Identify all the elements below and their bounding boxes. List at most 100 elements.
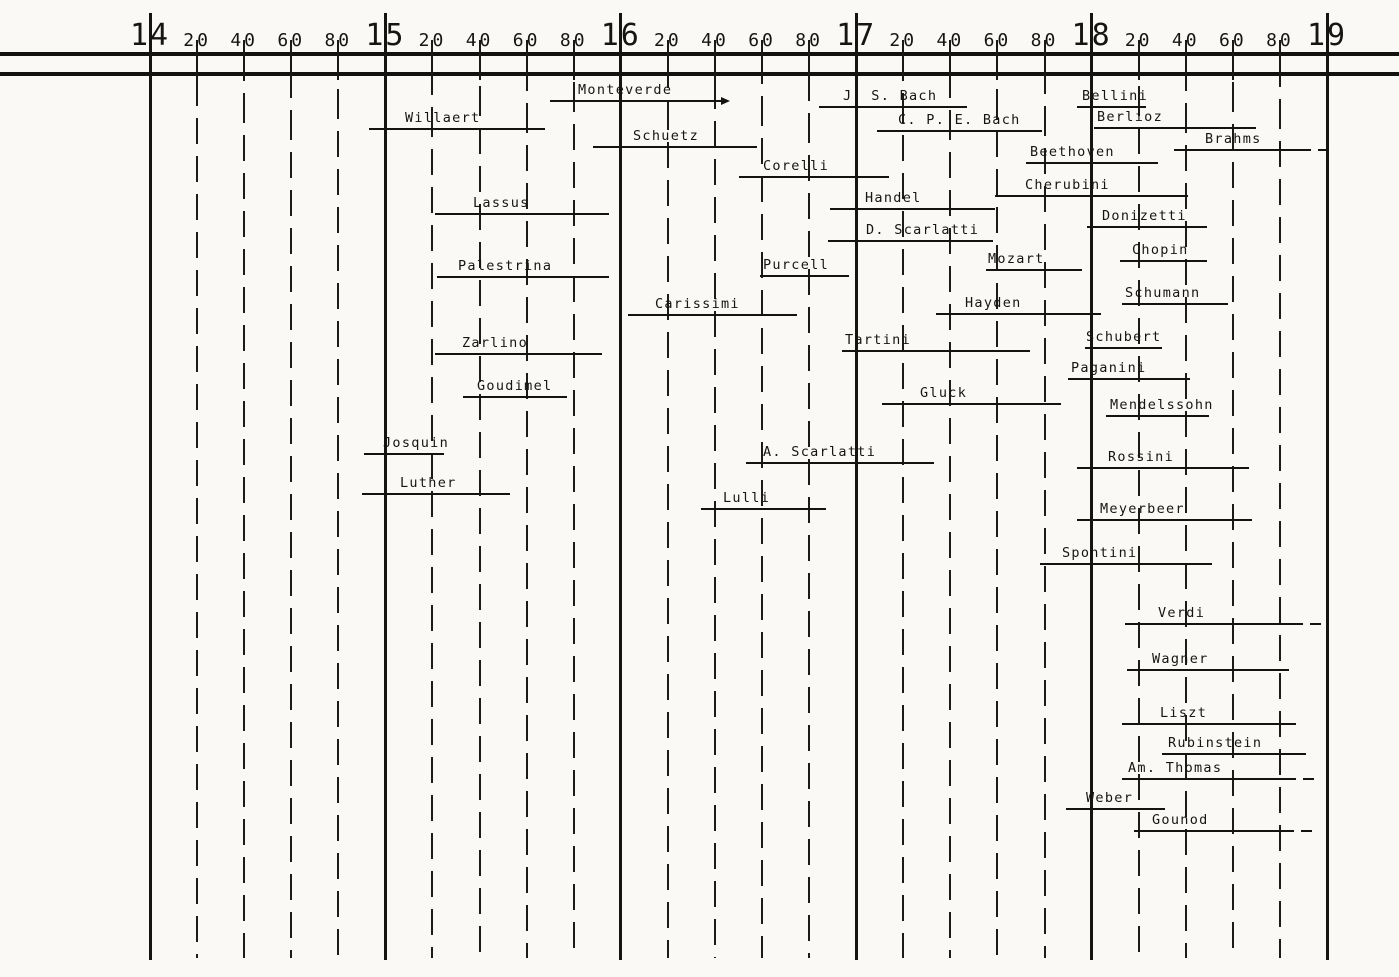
lifeline-label-willaert: Willaert bbox=[405, 110, 481, 126]
lifeline-schubert bbox=[1084, 347, 1163, 349]
lifeline-josquin bbox=[364, 453, 445, 455]
lifeline-schumann bbox=[1122, 303, 1229, 305]
lifeline-label-berlioz: Berlioz bbox=[1097, 109, 1163, 125]
lifeline-c-p-e-bach bbox=[877, 130, 1043, 132]
lifeline-label-carissimi: Carissimi bbox=[655, 296, 740, 312]
lifeline-label-mendelssohn: Mendelssohn bbox=[1110, 397, 1214, 413]
lifeline-berlioz bbox=[1093, 127, 1257, 129]
gridtick-1680 bbox=[808, 40, 811, 80]
lifeline-label-rossini: Rossini bbox=[1108, 449, 1174, 465]
gridline-dashed-1760 bbox=[996, 80, 999, 958]
lifeline-label-bellini: Bellini bbox=[1082, 88, 1148, 104]
lifeline-label-tartini: Tartini bbox=[845, 332, 911, 348]
lifeline-label-chopin: Chopin bbox=[1132, 242, 1189, 258]
axis-label-1740: 40 bbox=[937, 31, 965, 51]
gridtick-1420 bbox=[196, 40, 199, 80]
gridline-century-1600 bbox=[619, 13, 623, 960]
lifeline-goudimel bbox=[463, 396, 567, 398]
gridline-century-1400 bbox=[148, 13, 152, 960]
lifeline-label-palestrina: Palestrina bbox=[458, 258, 553, 274]
lifeline-label-d-scarlatti: D. Scarlatti bbox=[866, 222, 980, 238]
lifeline-rubinstein bbox=[1162, 753, 1306, 755]
lifeline-label-gluck: Gluck bbox=[920, 385, 968, 401]
lifeline-label-beethoven: Beethoven bbox=[1030, 144, 1115, 160]
lifeline-label-a-scarlatti: A. Scarlatti bbox=[763, 444, 877, 460]
lifeline-lassus bbox=[434, 213, 610, 215]
axis-label-1780: 80 bbox=[1031, 31, 1059, 51]
lifeline-chopin bbox=[1119, 260, 1207, 262]
lifeline-spontini bbox=[1039, 563, 1212, 565]
lifeline-purcell bbox=[759, 275, 850, 277]
lifeline-mendelssohn bbox=[1105, 415, 1210, 417]
lifeline-am-thomas bbox=[1122, 778, 1297, 780]
lifeline-liszt bbox=[1122, 723, 1297, 725]
lifeline-label-cherubini: Cherubini bbox=[1025, 177, 1110, 193]
lifeline-continuation-dash-brahms bbox=[1317, 149, 1329, 151]
lifeline-tartini bbox=[842, 350, 1031, 352]
lifeline-bellini bbox=[1077, 106, 1146, 108]
lifeline-label-weber: Weber bbox=[1086, 790, 1134, 806]
gridtick-1560 bbox=[525, 40, 528, 80]
lifeline-carissimi bbox=[627, 314, 798, 316]
lifeline-lulli bbox=[700, 508, 826, 510]
gridtick-1720 bbox=[902, 40, 905, 80]
lifeline-label-zarlino: Zarlino bbox=[462, 335, 528, 351]
lifeline-schuetz bbox=[592, 146, 758, 148]
gridline-dashed-1480 bbox=[337, 80, 340, 958]
gridtick-1640 bbox=[713, 40, 716, 80]
gridline-dashed-1560 bbox=[525, 80, 528, 958]
lifeline-paganini bbox=[1068, 378, 1191, 380]
lifeline-wagner bbox=[1126, 669, 1290, 671]
lifeline-gounod bbox=[1133, 830, 1295, 832]
lifeline-label-rubinstein: Rubinstein bbox=[1168, 735, 1263, 751]
lifeline-label-meyerbeer: Meyerbeer bbox=[1100, 501, 1185, 517]
gridtick-1440 bbox=[243, 40, 246, 80]
lifeline-label-c-p-e-bach: C. P. E. Bach bbox=[898, 112, 1021, 128]
lifeline-label-verdi: Verdi bbox=[1158, 605, 1206, 621]
axis-label-1620: 20 bbox=[654, 31, 682, 51]
gridline-dashed-1620 bbox=[666, 80, 669, 958]
lifeline-luther bbox=[361, 493, 511, 495]
gridline-century-1700 bbox=[854, 13, 858, 960]
axis-label-1840: 40 bbox=[1172, 31, 1200, 51]
lifeline-cherubini bbox=[995, 195, 1189, 197]
top-double-rule-upper bbox=[0, 52, 1399, 56]
axis-label-1460: 60 bbox=[277, 31, 305, 51]
lifeline-label-wagner: Wagner bbox=[1152, 651, 1209, 667]
lifeline-label-josquin: Josquin bbox=[383, 435, 449, 451]
gridtick-1620 bbox=[666, 40, 669, 80]
axis-label-1680: 80 bbox=[795, 31, 823, 51]
lifeline-label-corelli: Corelli bbox=[763, 158, 829, 174]
lifeline-handel bbox=[830, 208, 996, 210]
axis-label-1760: 60 bbox=[984, 31, 1012, 51]
gridtick-1880 bbox=[1278, 40, 1281, 80]
lifeline-label-hayden: Hayden bbox=[965, 295, 1022, 311]
lifeline-label-purcell: Purcell bbox=[763, 257, 829, 273]
axis-label-1480: 80 bbox=[324, 31, 352, 51]
lifeline-label-monteverde: Monteverde bbox=[578, 82, 673, 98]
gridline-dashed-1440 bbox=[243, 80, 246, 958]
axis-label-1640: 40 bbox=[701, 31, 729, 51]
axis-label-1420: 20 bbox=[183, 31, 211, 51]
lifeline-label-donizetti: Donizetti bbox=[1102, 208, 1187, 224]
axis-label-1540: 40 bbox=[466, 31, 494, 51]
gridline-century-1500 bbox=[383, 13, 387, 960]
axis-label-1860: 60 bbox=[1219, 31, 1247, 51]
lifeline-d-scarlatti bbox=[827, 240, 993, 242]
gridtick-1460 bbox=[290, 40, 293, 80]
gridtick-1520 bbox=[431, 40, 434, 80]
lifeline-label-schumann: Schumann bbox=[1125, 285, 1201, 301]
gridtick-1660 bbox=[761, 40, 764, 80]
gridtick-1540 bbox=[478, 40, 481, 80]
lifeline-label-goudimel: Goudimel bbox=[477, 378, 553, 394]
lifeline-monteverde bbox=[550, 100, 722, 102]
gridline-dashed-1580 bbox=[572, 80, 575, 958]
lifeline-label-liszt: Liszt bbox=[1160, 705, 1208, 721]
lifeline-beethoven bbox=[1025, 162, 1158, 164]
lifeline-rossini bbox=[1077, 467, 1250, 469]
lifeline-label-luther: Luther bbox=[400, 475, 457, 491]
gridline-dashed-1780 bbox=[1043, 80, 1046, 958]
gridtick-1780 bbox=[1043, 40, 1046, 80]
gridline-dashed-1460 bbox=[290, 80, 293, 958]
